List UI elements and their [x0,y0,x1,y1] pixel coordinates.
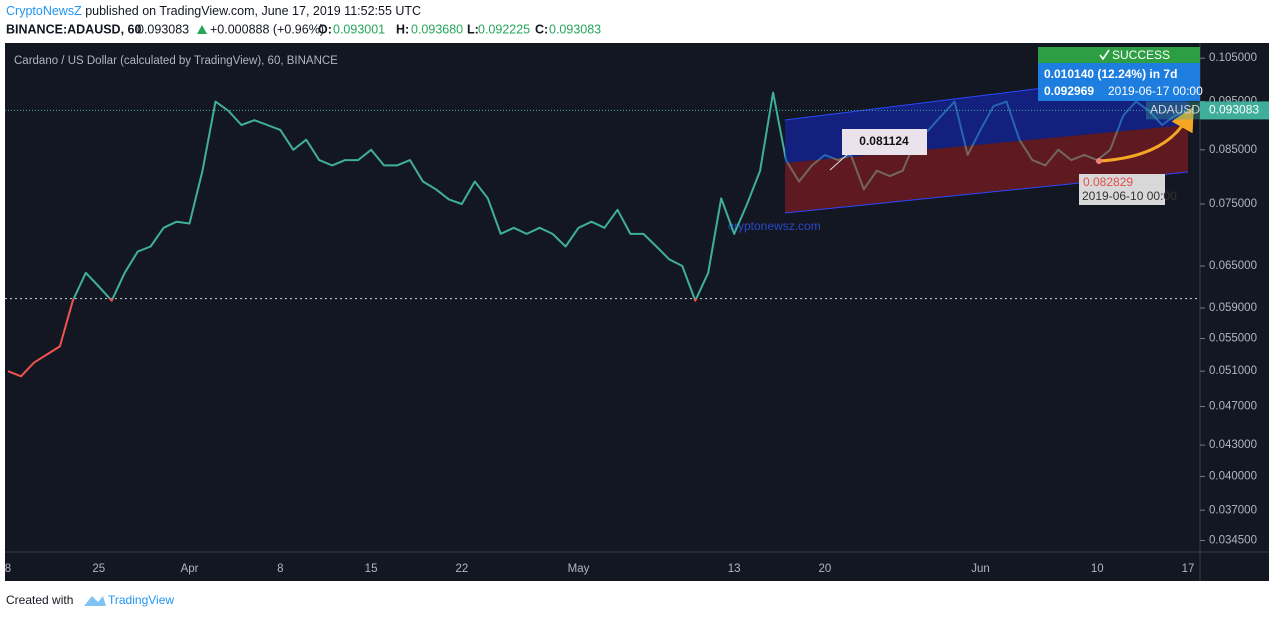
last-price: 0.093083 [137,22,189,36]
start-point [1096,158,1102,164]
y-tick-label: 0.047000 [1209,401,1257,413]
end-date: 2019-06-17 00:00 [1108,84,1203,98]
low: 0.092225 [478,22,530,36]
symbol: BINANCE:ADAUSD, 60 [6,22,141,36]
y-tick-label: 0.043000 [1209,439,1257,451]
x-tick-label: Apr [181,563,199,575]
x-tick-label: 20 [819,563,832,575]
x-tick-label: 13 [728,563,741,575]
y-tick-label: 0.105000 [1209,52,1257,64]
x-tick-label: 10 [1091,563,1104,575]
watermark: cryptonewsz.com [728,219,821,233]
x-tick-label: 17 [1182,563,1195,575]
end-price: 0.092969 [1044,84,1094,98]
check-icon [1099,49,1110,61]
x-tick-label: 8 [277,563,283,575]
forecast-box [1038,63,1200,101]
up-arrow [197,25,207,34]
symbol-tag [1146,101,1200,120]
high-label: H: [396,22,409,36]
x-tick-label: 8 [5,563,11,575]
open: 0.093001 [333,22,385,36]
x-tick-label: 25 [92,563,105,575]
close: 0.093083 [549,22,601,36]
callout-box [842,129,927,155]
forecast-arrow [1098,106,1194,163]
y-tick-label: 0.085000 [1209,144,1257,156]
low-label: L: [467,22,479,36]
callout: 0.081124 [859,134,909,148]
chart-title: Cardano / US Dollar (calculated by Tradi… [14,55,338,67]
y-tick-label: 0.037000 [1209,504,1257,516]
price-tag-label: 0.093083 [1209,103,1259,117]
y-tick-label: 0.075000 [1209,198,1257,210]
y-tick-label: 0.055000 [1209,332,1257,344]
footer-created: Created with [6,593,73,607]
symbol-tag-label: ADAUSD [1150,103,1200,117]
channel-lower [785,125,1188,213]
start-date: 2019-06-10 00:00 [1082,189,1177,203]
high: 0.093680 [411,22,463,36]
start-price: 0.082829 [1083,175,1133,189]
start-box [1079,174,1165,205]
x-tick-label: Jun [971,563,990,575]
y-tick-label: 0.040000 [1209,470,1257,482]
header-line: CryptoNewsZ published on TradingView.com… [6,4,421,18]
x-tick-label: May [568,563,590,575]
price-tag [1200,101,1269,120]
x-tick-label: 22 [455,563,468,575]
published: published on TradingView.com, June 17, 2… [85,4,421,18]
y-tick-label: 0.051000 [1209,365,1257,377]
change: +0.000888 (+0.96%) [210,22,324,36]
y-tick-label: 0.065000 [1209,260,1257,272]
status-box [1038,47,1200,63]
y-tick-label: 0.059000 [1209,302,1257,314]
x-tick-label: 15 [365,563,378,575]
forecast-change: 0.010140 (12.24%) in 7d [1044,67,1177,81]
author[interactable]: CryptoNewsZ [6,4,82,18]
brand-logo [84,596,106,606]
y-tick-label: 0.034500 [1209,535,1257,547]
open-label: O: [318,22,332,36]
status: SUCCESS [1112,48,1170,62]
close-label: C: [535,22,548,36]
footer-brand[interactable]: TradingView [108,593,174,607]
